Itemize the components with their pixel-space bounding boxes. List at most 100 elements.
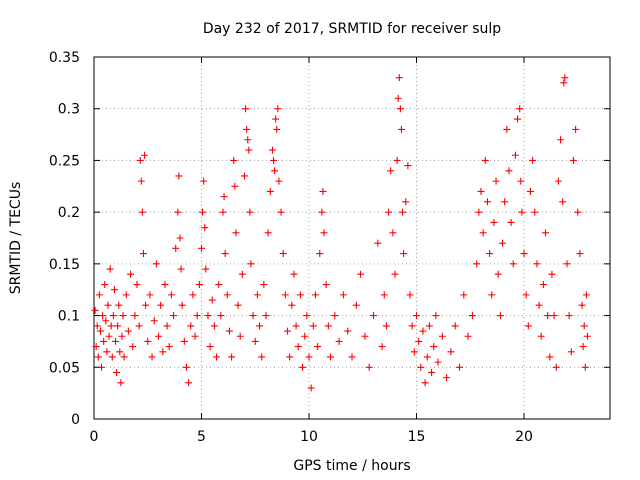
data-point [361, 332, 369, 340]
data-point [507, 218, 515, 226]
data-point [230, 156, 238, 164]
y-tick-label: 0.1 [58, 309, 80, 325]
data-point [93, 322, 101, 330]
x-tick-label: 20 [515, 429, 533, 445]
data-point [488, 291, 496, 299]
data-point [101, 281, 109, 289]
data-point [136, 156, 144, 164]
data-point [199, 208, 207, 216]
data-point [557, 136, 565, 144]
data-point [423, 353, 431, 361]
data-point [100, 337, 108, 345]
data-point [514, 115, 522, 123]
data-point [118, 332, 126, 340]
data-point [468, 312, 476, 320]
data-point [581, 363, 589, 371]
data-point [139, 250, 147, 258]
data-point [178, 301, 186, 309]
data-point [307, 384, 315, 392]
data-point [279, 250, 287, 258]
data-point [451, 322, 459, 330]
data-point [479, 229, 487, 237]
y-tick-label: 0.25 [49, 153, 80, 169]
data-point [546, 353, 554, 361]
data-point [395, 74, 403, 82]
data-point [567, 348, 575, 356]
data-point [520, 250, 528, 258]
data-point [231, 182, 239, 190]
data-point [191, 332, 199, 340]
data-point [464, 332, 472, 340]
data-point [339, 291, 347, 299]
data-point [296, 291, 304, 299]
data-point [180, 337, 188, 345]
data-point [284, 327, 291, 335]
x-tick-labels: 0 5 10 15 20 [90, 429, 533, 445]
data-point [174, 208, 182, 216]
data-point [104, 301, 112, 309]
data-point [417, 363, 425, 371]
data-point [277, 208, 285, 216]
data-point [141, 151, 149, 159]
data-point [270, 156, 278, 164]
data-point [215, 281, 223, 289]
data-point [561, 74, 569, 82]
data-point [247, 260, 255, 268]
data-point [526, 187, 534, 195]
data-point [370, 312, 377, 320]
data-point [268, 146, 276, 154]
data-point [400, 250, 408, 258]
x-tick-label: 0 [90, 429, 99, 445]
data-point [170, 312, 178, 320]
data-point [396, 105, 404, 113]
data-point [380, 291, 388, 299]
data-point [217, 312, 225, 320]
data-point [107, 322, 115, 330]
data-point [531, 208, 539, 216]
data-point [560, 79, 568, 87]
data-point [274, 105, 282, 113]
data-point [387, 167, 395, 175]
data-point [114, 322, 122, 330]
data-point [96, 327, 104, 335]
data-point [327, 353, 334, 361]
data-point [119, 312, 127, 320]
data-point [522, 291, 530, 299]
data-point [378, 343, 386, 351]
data-point [432, 312, 440, 320]
data-point [219, 208, 227, 216]
y-tick-label: 0.05 [49, 360, 80, 376]
data-point [460, 291, 468, 299]
data-point [246, 208, 254, 216]
data-point [303, 312, 311, 320]
data-point [492, 177, 500, 185]
data-point [258, 353, 266, 361]
x-tick-label: 15 [408, 429, 426, 445]
data-point [281, 291, 289, 299]
data-point [238, 270, 246, 278]
data-point [320, 229, 328, 237]
axis-ticks [93, 56, 610, 420]
data-point [533, 260, 541, 268]
data-point [234, 301, 242, 309]
data-point [241, 172, 248, 180]
x-axis-label: GPS time / hours [293, 458, 410, 474]
data-point [256, 322, 264, 330]
data-point [393, 156, 401, 164]
data-point [99, 312, 107, 320]
data-point [402, 198, 410, 206]
data-point [542, 229, 549, 237]
data-point [129, 343, 137, 351]
data-point [382, 322, 390, 330]
data-point [548, 270, 556, 278]
data-point [115, 301, 123, 309]
data-point [443, 374, 451, 382]
data-point [210, 322, 218, 330]
data-point [524, 322, 532, 330]
y-tick-label: 0.15 [49, 257, 80, 273]
data-point [505, 167, 513, 175]
data-point [314, 343, 322, 351]
y-tick-label: 0 [71, 412, 80, 428]
data-point [348, 353, 356, 361]
